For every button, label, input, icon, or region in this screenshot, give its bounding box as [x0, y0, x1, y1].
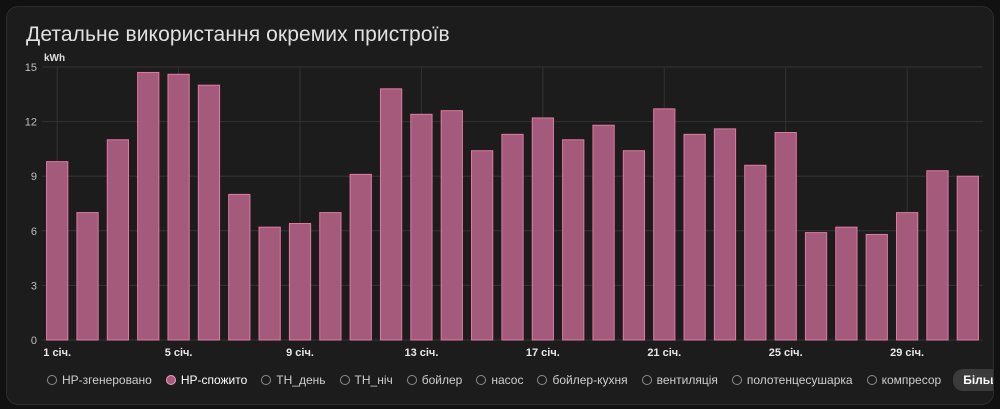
legend-item[interactable]: ТН_день: [261, 373, 326, 387]
bar: [258, 226, 281, 341]
legend-toggle-icon: [406, 375, 417, 385]
legend-toggle-icon: [641, 375, 652, 385]
legend-label: компресор: [881, 373, 942, 387]
x-tick-label: 17 січ.: [526, 347, 560, 359]
bar: [926, 170, 949, 341]
legend-more-button[interactable]: Більше (2): [953, 369, 993, 391]
legend-item[interactable]: НР-спожито: [165, 373, 248, 387]
legend-label: бойлер-кухня: [552, 373, 628, 387]
bar: [956, 175, 979, 341]
bar: [379, 88, 403, 341]
bar: [683, 133, 706, 341]
bar: [167, 73, 190, 341]
y-tick-label: 0: [31, 335, 37, 347]
bar: [76, 212, 99, 341]
card-title: Детальне використання окремих пристроїв: [26, 23, 450, 46]
legend-item[interactable]: вентиляція: [641, 373, 718, 387]
legend-label: вентиляція: [656, 373, 718, 387]
chart-legend: НР-згенеровано НР-спожито ТН_день ТН_ніч бой…: [47, 369, 993, 391]
bar: [744, 164, 767, 341]
legend-label: НР-згенеровано: [62, 373, 152, 387]
legend-toggle-icon: [339, 375, 350, 385]
legend-toggle-icon: [261, 375, 272, 385]
bar: [440, 110, 463, 341]
legend-item[interactable]: бойлер-кухня: [537, 373, 628, 387]
y-tick-label: 6: [31, 226, 37, 238]
legend-toggle-icon: [47, 375, 57, 385]
bar-chart: 0 3 6 9 12 15 kWh 1 січ. 5 січ. 9 січ. 13 січ. 17 с…: [25, 53, 983, 359]
bar: [774, 132, 797, 341]
legend-label: полотенцесушарка: [746, 373, 853, 387]
bar: [895, 212, 919, 341]
bar: [288, 223, 312, 341]
legend-label: насос: [491, 373, 524, 387]
legend-item[interactable]: насос: [476, 373, 523, 387]
x-tick-label: 1 січ.: [43, 347, 71, 359]
bar: [622, 150, 646, 341]
bar: [713, 128, 737, 341]
x-tick-label: 25 січ.: [769, 347, 803, 359]
y-tick-label: 12: [25, 117, 37, 129]
bar: [349, 173, 372, 341]
legend-label: НР-спожито: [180, 373, 248, 387]
legend-item[interactable]: НР-згенеровано: [47, 373, 152, 387]
bar: [835, 226, 858, 341]
legend-item[interactable]: полотенцесушарка: [731, 373, 853, 387]
legend-toggle-icon: [476, 375, 487, 385]
bar: [592, 124, 615, 341]
bar: [197, 84, 221, 341]
legend-more-label: Більше (2): [963, 373, 993, 387]
bar: [46, 161, 69, 341]
energy-card: Детальне використання окремих пристроїв …: [6, 6, 994, 405]
x-tick-label: 21 січ.: [647, 347, 681, 359]
bar: [865, 233, 888, 341]
bar: [106, 139, 130, 341]
y-axis-label: kWh: [44, 53, 65, 64]
bar: [653, 108, 676, 341]
y-tick-label: 3: [31, 280, 37, 292]
legend-toggle-icon: [165, 375, 176, 385]
bar: [471, 150, 494, 341]
x-tick-label: 5 січ.: [165, 347, 193, 359]
bar: [319, 212, 342, 341]
x-tick-label: 9 січ.: [286, 347, 314, 359]
bar: [531, 117, 554, 341]
legend-toggle-icon: [731, 375, 742, 385]
legend-item[interactable]: компресор: [866, 373, 942, 387]
y-tick-label: 15: [25, 62, 37, 74]
legend-label: ТН_ніч: [354, 373, 393, 387]
legend-label: ТН_день: [276, 373, 326, 387]
bar: [137, 71, 160, 341]
legend-item[interactable]: бойлер: [406, 373, 463, 387]
bar: [804, 232, 828, 341]
x-tick-label: 13 січ.: [404, 347, 438, 359]
legend-label: бойлер: [421, 373, 463, 387]
bar: [410, 113, 433, 341]
bar: [228, 193, 251, 341]
legend-toggle-icon: [866, 375, 877, 385]
bar: [562, 139, 585, 341]
bar: [501, 133, 524, 341]
legend-toggle-icon: [537, 375, 548, 385]
legend-item[interactable]: ТН_ніч: [339, 373, 393, 387]
x-tick-label: 29 січ.: [890, 347, 924, 359]
y-tick-label: 9: [31, 171, 37, 183]
